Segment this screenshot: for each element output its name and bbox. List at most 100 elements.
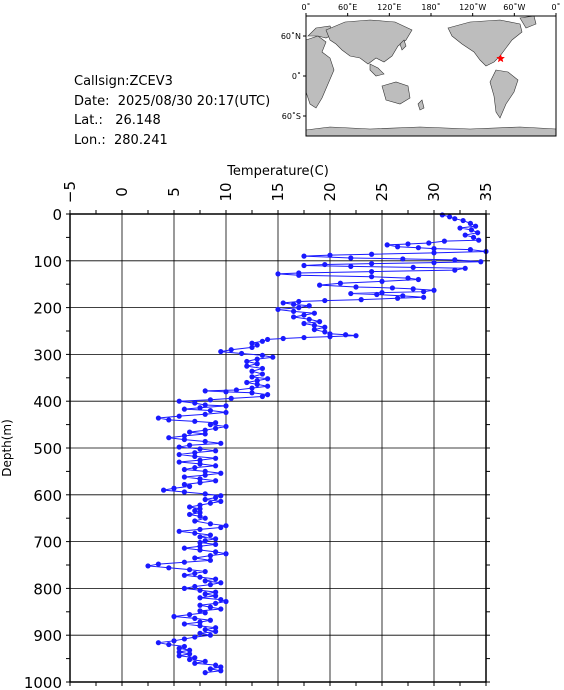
data-point: [218, 597, 224, 603]
data-point: [301, 253, 307, 259]
y-tick-label: 700: [33, 534, 62, 552]
data-point: [467, 246, 473, 253]
data-point: [223, 403, 229, 409]
data-point: [475, 230, 481, 236]
data-point: [181, 585, 187, 592]
data-point: [145, 563, 151, 569]
data-point: [218, 664, 224, 670]
data-point: [213, 593, 219, 599]
data-point: [395, 244, 401, 250]
data-point: [301, 320, 307, 327]
lat-row: Lat.: 26.148: [74, 111, 270, 131]
data-point: [207, 617, 213, 623]
data-point: [374, 291, 380, 298]
data-point: [181, 643, 187, 650]
data-point: [197, 547, 203, 553]
data-point: [202, 538, 208, 544]
land-southeast-asia: [369, 63, 385, 77]
data-point: [207, 553, 213, 559]
map-lon-label: 0˚: [301, 2, 310, 12]
data-point: [213, 589, 219, 595]
data-point: [202, 568, 208, 575]
data-point: [207, 557, 213, 563]
data-point: [202, 438, 208, 445]
data-point: [467, 220, 473, 226]
data-point: [207, 407, 213, 414]
data-point: [192, 615, 198, 621]
data-point: [415, 245, 421, 251]
data-point: [213, 662, 219, 668]
data-point: [197, 602, 203, 608]
data-point: [218, 606, 224, 612]
data-point: [155, 640, 161, 646]
map-lon-label: 0˚: [551, 2, 560, 12]
data-point: [470, 234, 477, 240]
data-point: [218, 440, 224, 446]
data-point: [462, 232, 468, 238]
lon-label: Lon.:: [74, 132, 106, 148]
data-point: [187, 504, 193, 510]
y-tick-label: 100: [33, 253, 62, 271]
data-point: [400, 293, 406, 299]
data-point: [197, 608, 203, 614]
x-tick-label: 0: [113, 187, 131, 197]
data-point: [197, 480, 203, 486]
data-point: [223, 423, 229, 430]
data-point: [296, 298, 302, 305]
data-point: [197, 513, 203, 519]
data-point: [280, 335, 286, 342]
data-point: [457, 225, 463, 231]
data-point: [181, 433, 187, 439]
data-point: [280, 300, 286, 306]
data-point: [447, 214, 453, 220]
data-point: [197, 446, 203, 452]
data-point: [259, 365, 265, 372]
location-marker-icon: [496, 53, 506, 63]
data-point: [202, 670, 208, 676]
data-point: [395, 295, 401, 301]
x-tick-label: −5: [61, 181, 79, 203]
y-tick-label: 400: [33, 393, 62, 411]
data-point: [192, 570, 198, 577]
data-point: [239, 350, 245, 357]
data-point: [187, 511, 193, 518]
series-temperature: [145, 212, 489, 676]
data-point: [207, 604, 213, 610]
data-point: [311, 326, 317, 333]
data-point: [452, 267, 458, 273]
data-point: [202, 431, 208, 437]
data-point: [317, 282, 323, 288]
data-point: [452, 257, 458, 263]
x-tick-label: 15: [269, 182, 287, 201]
data-point: [249, 344, 255, 350]
map-ticks: 0˚ 60˚E 120˚E 180˚ 120˚W 60˚W 0˚ 60˚N 0˚ 60˚S: [281, 2, 561, 121]
data-point: [291, 314, 297, 320]
data-point: [181, 436, 187, 443]
data-point: [176, 459, 182, 465]
data-point: [296, 305, 302, 311]
data-point: [181, 636, 187, 642]
date-value: 2025/08/30 20:17(UTC): [117, 93, 271, 109]
land-japan: [399, 39, 407, 51]
data-point: [192, 508, 198, 514]
y-axis-label: Depth(m): [0, 419, 14, 477]
data-point: [202, 515, 208, 521]
data-point: [213, 536, 219, 542]
data-point: [207, 397, 213, 403]
data-point: [176, 444, 182, 450]
data-point: [197, 457, 203, 463]
data-point: [410, 286, 416, 292]
data-point: [400, 256, 406, 262]
data-point: [197, 543, 203, 549]
data-point: [223, 598, 229, 605]
data-point: [322, 329, 328, 335]
data-point: [181, 474, 187, 480]
data-point: [202, 427, 208, 433]
data-point: [181, 621, 187, 627]
data-point: [265, 383, 271, 389]
data-point: [197, 630, 203, 636]
land-antarctica: [305, 126, 557, 137]
data-point: [197, 534, 203, 540]
data-point: [369, 251, 375, 257]
y-tick-label: 200: [33, 300, 62, 318]
